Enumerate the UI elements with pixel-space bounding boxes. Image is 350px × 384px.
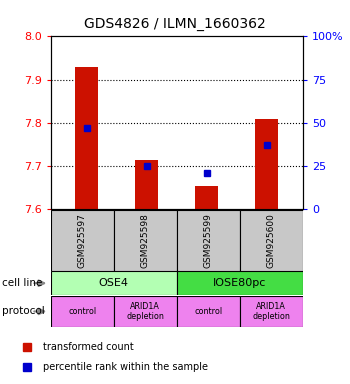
Text: ARID1A
depletion: ARID1A depletion — [126, 302, 164, 321]
Bar — [240, 210, 303, 271]
Text: protocol: protocol — [2, 306, 44, 316]
Bar — [177, 271, 303, 295]
Bar — [75, 67, 98, 209]
Text: GSM925600: GSM925600 — [267, 213, 276, 268]
Text: IOSE80pc: IOSE80pc — [213, 278, 266, 288]
Bar — [135, 160, 158, 209]
Bar — [240, 296, 303, 327]
Text: GSM925599: GSM925599 — [204, 213, 213, 268]
Bar — [51, 271, 177, 295]
Text: GSM925598: GSM925598 — [141, 213, 150, 268]
Text: cell line: cell line — [2, 278, 42, 288]
Text: percentile rank within the sample: percentile rank within the sample — [43, 362, 208, 372]
Text: GSM925597: GSM925597 — [78, 213, 87, 268]
Bar — [256, 119, 278, 209]
Text: transformed count: transformed count — [43, 342, 134, 352]
Bar — [51, 210, 114, 271]
Text: GDS4826 / ILMN_1660362: GDS4826 / ILMN_1660362 — [84, 17, 266, 31]
Bar — [177, 210, 240, 271]
Bar — [51, 296, 114, 327]
Text: control: control — [68, 307, 96, 316]
Bar — [195, 185, 218, 209]
Text: ARID1A
depletion: ARID1A depletion — [252, 302, 290, 321]
Bar — [114, 210, 177, 271]
Bar — [114, 296, 177, 327]
Text: OSE4: OSE4 — [99, 278, 129, 288]
Bar — [177, 296, 240, 327]
Text: control: control — [194, 307, 222, 316]
